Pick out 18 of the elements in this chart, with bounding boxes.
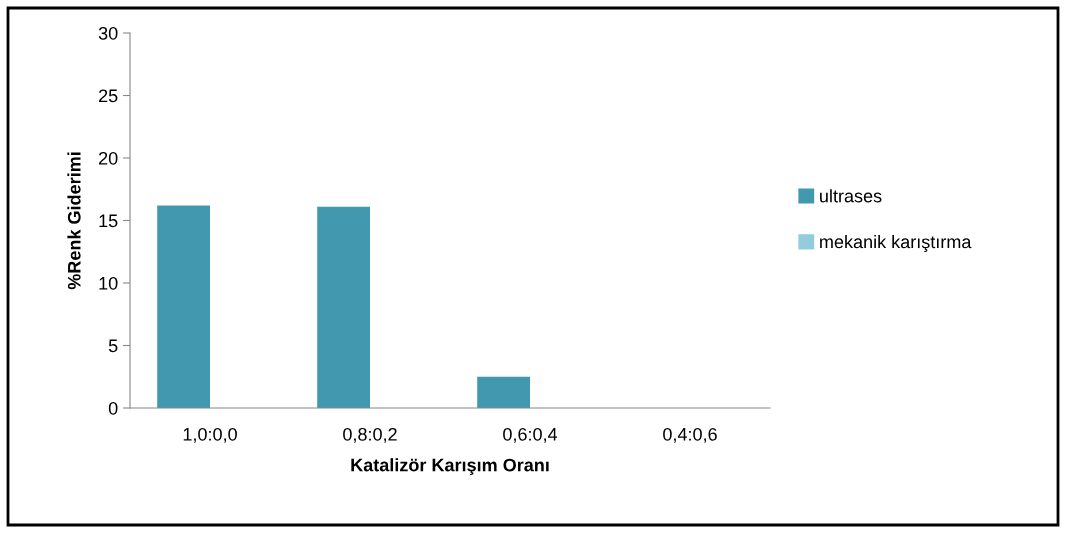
y-axis-title: %Renk Giderimi [67,152,81,290]
x-tick-label: 1,0:0,0 [183,427,237,443]
bar [317,206,370,408]
x-tick-label: 0,6:0,4 [503,427,558,443]
y-tick-label: 25 [99,89,118,103]
legend-label: mekanik karıştırma [820,235,972,252]
legend-label: ultrases [820,189,882,203]
y-tick-label: 20 [99,151,118,165]
y-tick-label: 10 [99,276,118,290]
y-tick-label: 5 [108,339,118,353]
x-tick-label: 0,4:0,6 [663,427,717,443]
y-tick-label: 15 [99,214,118,228]
y-tick-label: 30 [98,26,118,40]
x-tick-label: 0,8:0,2 [343,427,397,443]
x-axis-title: Katalizör Karışım Oranı [351,458,549,475]
y-tick-label: 0 [108,401,118,415]
bar [157,205,210,408]
bar [477,376,530,408]
